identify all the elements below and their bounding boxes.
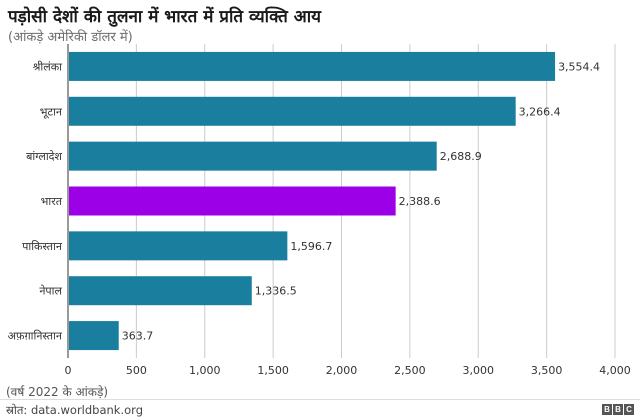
value-label: 2,388.6 [399, 195, 441, 208]
x-tick-label: 500 [126, 364, 147, 377]
category-label: बांग्लादेश [26, 150, 62, 163]
x-tick-label: 3,500 [531, 364, 563, 377]
category-label: अफ़ग़ानिस्तान [8, 330, 63, 343]
category-label: पाकिस्तान [22, 240, 63, 253]
category-label: नेपाल [39, 285, 62, 298]
source-text: स्रोत: data.worldbank.org [6, 403, 143, 417]
x-tick-label: 2,000 [326, 364, 358, 377]
x-tick-label: 4,000 [599, 364, 631, 377]
bbc-logo: B B C [602, 404, 634, 415]
chart-subtitle: (आंकड़े अमेरिकी डॉलर में) [8, 30, 133, 45]
bar-chart: 0 500 1,000 1,500 2,000 2,500 3,000 3,500 4,000 श… [8, 44, 631, 377]
category-label: श्रीलंका [33, 60, 63, 73]
logo-letter: C [624, 404, 634, 415]
chart-note: (वर्ष 2022 के आंकड़े) [6, 385, 109, 399]
bar [69, 141, 437, 171]
chart-title: पड़ोसी देशों की तुलना में भारत में प्रति… [8, 7, 322, 27]
value-label: 3,554.4 [558, 60, 600, 73]
bar [69, 276, 252, 306]
footer-divider [0, 399, 640, 400]
x-tick-label: 1,000 [189, 364, 221, 377]
x-tick-label: 3,000 [463, 364, 495, 377]
category-label: भारत [41, 195, 63, 208]
value-label: 1,336.5 [255, 285, 297, 298]
bar [69, 231, 288, 261]
logo-letter: B [602, 404, 612, 415]
value-label: 3,266.4 [519, 105, 561, 118]
x-tick-label: 2,500 [394, 364, 426, 377]
bar [69, 186, 396, 216]
value-label: 2,688.9 [440, 150, 482, 163]
category-label: भूटान [40, 105, 63, 119]
bar [69, 96, 516, 126]
logo-letter: B [613, 404, 623, 415]
value-label: 1,596.7 [290, 240, 332, 253]
x-tick-label: 1,500 [257, 364, 289, 377]
x-tick-label: 0 [65, 364, 72, 377]
bar [69, 321, 119, 351]
value-label: 363.7 [122, 330, 154, 343]
bar [69, 51, 556, 81]
